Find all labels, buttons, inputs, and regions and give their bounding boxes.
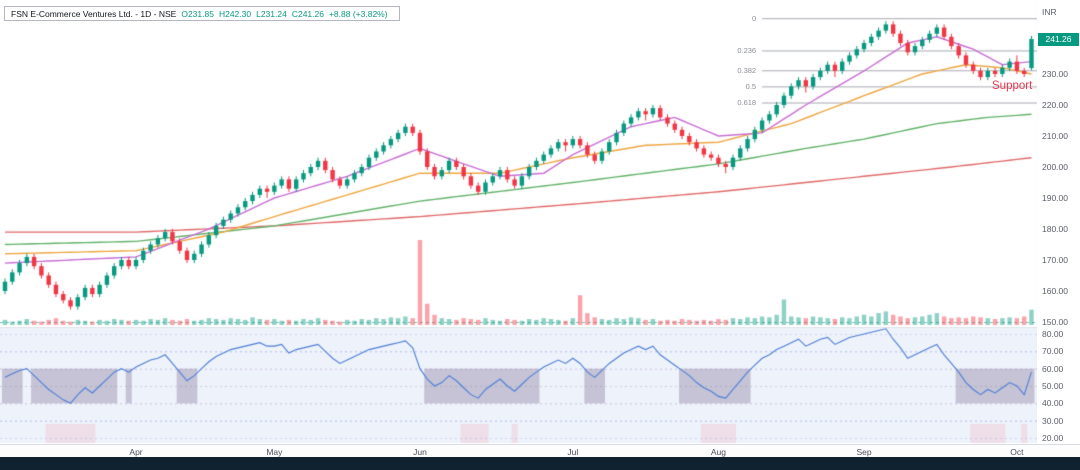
time-axis-label: May [266,447,283,457]
ohlc-low: L231.24 [256,8,287,19]
time-axis-label: Aug [710,447,726,457]
time-axis-label: Jun [413,447,427,457]
symbol-title[interactable]: FSN E-Commerce Ventures Ltd. - 1D - NSE [11,8,177,19]
rsi-axis-label: 20.00 [1042,432,1064,443]
fib-level-label: 0.618 [737,98,757,108]
time-axis-label: Apr [129,447,143,457]
price-axis-label: 170.00 [1042,255,1068,265]
symbol-legend[interactable]: FSN E-Commerce Ventures Ltd. - 1D - NSE … [4,6,400,21]
fib-level-label: 0.382 [737,65,757,75]
fib-level-label: 0.236 [737,45,757,55]
rsi-axis-label: 80.00 [1042,329,1064,339]
time-axis-label: Jul [567,447,579,457]
price-axis-label: 230.00 [1042,69,1068,79]
price-change: +8.88 (+3.82%) [328,8,388,19]
price-axis-label: 200.00 [1042,162,1068,172]
time-axis-label: Oct [1010,447,1024,457]
price-axis-label: 220.00 [1042,100,1068,110]
price-axis-label: 150.00 [1042,317,1068,327]
rsi-axis-label: 60.00 [1042,363,1064,374]
currency-label: INR [1042,7,1057,17]
rsi-axis-label: 50.00 [1042,380,1064,391]
price-axis-label: 210.00 [1042,131,1068,141]
time-axis-label: Sep [856,447,872,457]
rsi-axis-label: 30.00 [1042,415,1064,426]
last-price-label: 241.26 [1038,32,1079,46]
price-axis-label: 160.00 [1042,286,1068,296]
rsi-axis-label: 70.00 [1042,346,1064,357]
bottom-bar [0,457,1080,470]
ohlc-close: C241.26 [291,8,324,19]
price-axis-label: 180.00 [1042,224,1068,234]
time-axis[interactable]: Apr May Jun Jul Aug Sep Oct [0,444,1080,458]
ohlc-open: O231.85 [181,8,214,19]
fib-level-label: 0 [751,13,757,23]
price-axis-label: 190.00 [1042,193,1068,203]
rsi-axis-label: 40.00 [1042,398,1064,409]
price-axis[interactable]: INR 241.26 230.00 220.00 210.00 200.00 190.0… [1037,0,1080,444]
ohlc-high: H242.30 [218,8,252,19]
fib-level-label: 0.5 [745,81,757,91]
support-annotation[interactable]: Support [992,80,1033,92]
chart-canvas[interactable] [0,0,1080,444]
